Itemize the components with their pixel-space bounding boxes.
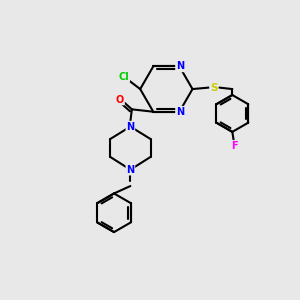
Text: N: N <box>126 122 134 132</box>
Text: N: N <box>126 165 134 175</box>
Text: O: O <box>116 94 124 104</box>
Text: N: N <box>176 61 184 71</box>
Text: Cl: Cl <box>118 72 129 82</box>
Text: F: F <box>231 141 238 151</box>
Text: S: S <box>210 82 218 93</box>
Text: N: N <box>176 107 184 117</box>
